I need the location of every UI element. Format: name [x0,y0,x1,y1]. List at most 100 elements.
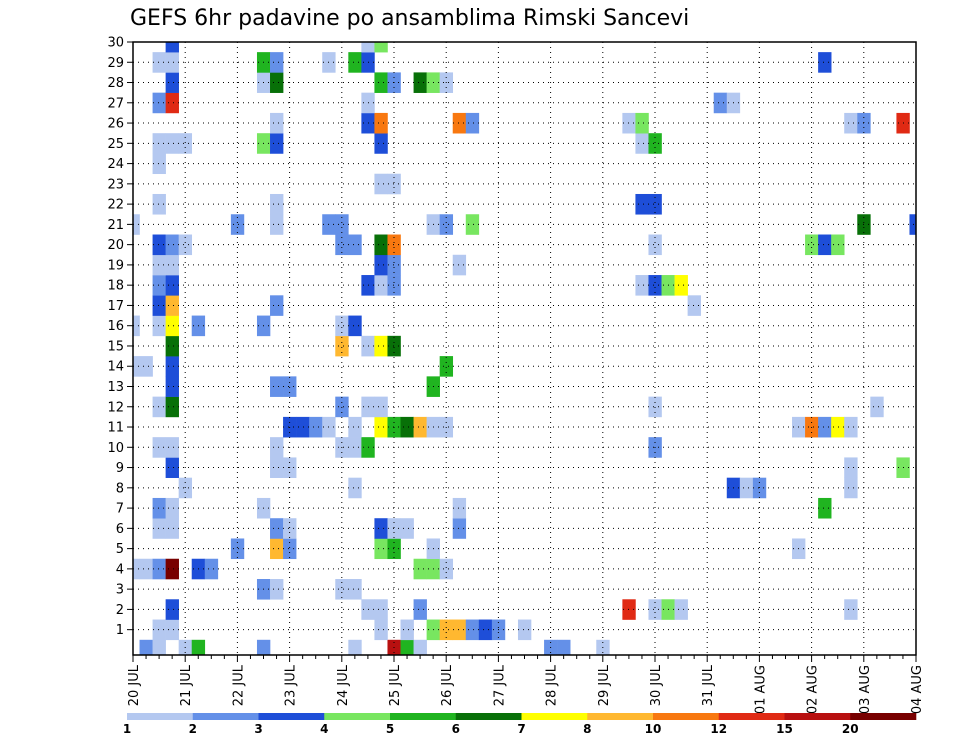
heatmap-cell [230,214,245,235]
heatmap-cell [191,639,206,656]
heatmap-cell [165,599,179,620]
heatmap-cell [139,639,153,656]
x-tick-label: 31 JUL [701,664,716,706]
heatmap-cell [452,254,467,276]
heatmap-cell [270,133,284,154]
heatmap-cell [165,133,179,154]
colorbar-swatch [192,713,259,720]
y-axis: 1234567891011121314151617181920212223242… [107,36,133,638]
heatmap-cell [622,112,636,134]
heatmap-cell [270,437,284,458]
y-tick-label: 10 [107,441,124,456]
heatmap-cell [133,558,140,580]
y-tick-label: 1 [116,623,124,638]
colorbar-tick-label: 12 [710,722,727,736]
heatmap-cell [635,133,649,154]
heatmap-cell [133,214,140,235]
y-tick-label: 17 [107,299,124,314]
heatmap-cell [413,558,427,580]
heatmap-cell [844,457,858,478]
colorbar-tick-label: 3 [254,722,262,736]
heatmap-cell [152,193,166,215]
colorbar-swatch [258,713,325,720]
heatmap-cell [374,112,388,134]
heatmap-cell [831,234,845,256]
y-tick-label: 28 [107,76,124,91]
colorbar-tick-label: 8 [583,722,591,736]
heatmap-cell [165,356,179,377]
colorbar-swatch [324,713,391,720]
heatmap-cell [283,538,297,560]
heatmap-cell [374,275,388,296]
heatmap-cell [413,416,427,438]
heatmap-cell [270,518,284,539]
heatmap-cell [374,133,388,154]
heatmap-cell [635,193,649,215]
heatmap-cell [674,275,688,296]
heatmap-cell [165,497,179,519]
heatmap-cell [713,92,728,114]
heatmap-cell [400,518,414,539]
x-tick-label: 29 JUL [597,664,612,706]
heatmap-cell [374,396,388,418]
colorbar-tick-label: 4 [320,722,328,736]
heatmap-cell [870,396,884,418]
heatmap-cell [452,112,467,134]
x-axis: 20 JUL 21 JUL 22 JUL 23 JUL 24 JUL 25 JUL 26 J… [127,655,925,714]
colorbar-swatch [587,713,654,720]
heatmap-cell [674,599,688,620]
y-tick-label: 5 [116,542,124,557]
heatmap-cell [270,457,284,478]
y-tick-label: 22 [107,198,124,213]
colorbar-tick-label: 15 [776,722,793,736]
y-tick-label: 13 [107,380,124,395]
x-tick-label: 04 AUG [910,665,925,714]
heatmap-cell [270,193,284,215]
heatmap-cell [152,52,166,73]
heatmap-cell [439,558,454,580]
heatmap-cell [648,275,662,296]
heatmap-cell [374,416,388,438]
heatmap-cell [805,234,819,256]
heatmap-cell [439,619,454,641]
heatmap-cell [622,599,636,620]
heatmap-cell [152,437,166,458]
heatmap-cell [439,214,454,235]
heatmap-cell [648,133,662,154]
heatmap-cell [387,335,401,357]
heatmap-cell [335,335,349,357]
heatmap-cell [309,416,323,438]
y-tick-label: 30 [107,36,124,51]
heatmap-cell [270,538,284,560]
heatmap-cell [452,619,467,641]
heatmap-cell [635,112,649,134]
heatmap-cell [335,214,349,235]
heatmap-cell [165,254,179,276]
heatmap-cell [374,335,388,357]
heatmap-cell [648,396,662,418]
heatmap-cell [818,416,832,438]
heatmap-cell [465,112,480,134]
heatmap-cell [465,619,480,641]
y-tick-label: 23 [107,177,124,192]
heatmap-cell [909,214,917,235]
heatmap-cell [818,497,832,519]
heatmap-cell [283,518,297,539]
y-tick-label: 25 [107,137,124,152]
heatmap-cell [296,416,310,438]
heatmap-cell [374,254,388,276]
heatmap-cell [413,599,427,620]
heatmap-cell [374,599,388,620]
heatmap-cell [348,477,362,499]
heatmap-cell [165,396,179,418]
heatmap-cell [387,538,401,560]
heatmap-cell [348,315,362,337]
colorbar-swatch [718,713,785,720]
colorbar-tick-label: 10 [645,722,662,736]
y-tick-label: 8 [116,481,124,496]
heatmap-cell [387,518,401,539]
heatmap-cell [374,538,388,560]
heatmap-cell [465,214,480,235]
x-tick-label: 02 AUG [806,665,821,714]
y-tick-label: 19 [107,258,124,273]
